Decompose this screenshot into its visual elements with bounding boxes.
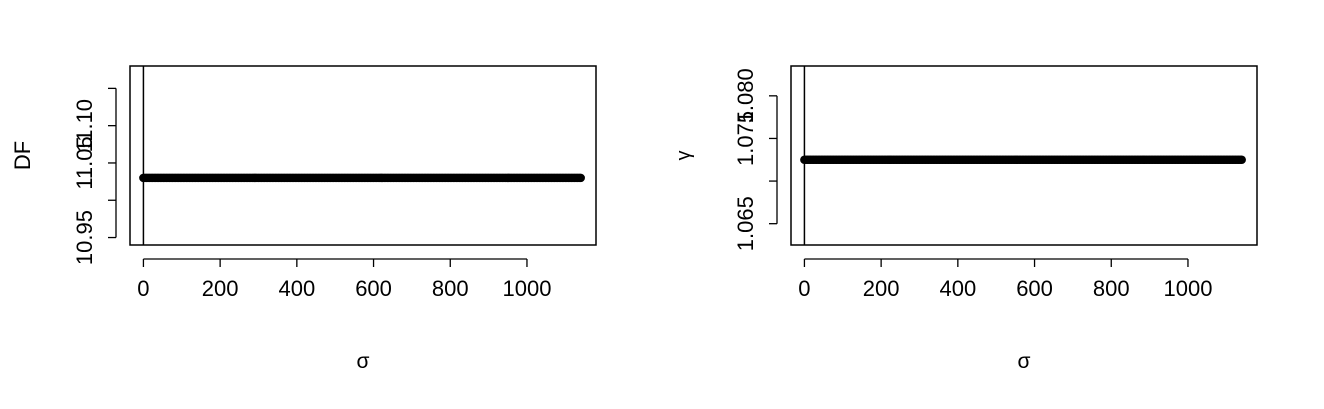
data-series-1 — [800, 155, 1246, 165]
y-axis-title: DF — [10, 141, 35, 170]
y-axis-title: γ — [673, 151, 695, 161]
y-tick-label: 1.075 — [733, 111, 758, 166]
data-series-1 — [139, 173, 585, 183]
plot-box — [129, 65, 597, 246]
x-tick-label: 0 — [137, 276, 149, 301]
x-tick-label: 1000 — [1163, 276, 1212, 301]
y-tick-label: 1.080 — [733, 68, 758, 123]
x-tick-label: 0 — [798, 276, 810, 301]
x-axis-title: σ — [1018, 350, 1031, 373]
x-tick-label: 200 — [863, 276, 900, 301]
x-tick-label: 600 — [355, 276, 392, 301]
x-tick-label: 1000 — [502, 276, 551, 301]
y-tick-label: 1.065 — [733, 196, 758, 251]
plot-box — [790, 65, 1258, 246]
x-axis-title: σ — [357, 350, 370, 373]
x-tick-label: 800 — [432, 276, 469, 301]
x-tick-label: 200 — [202, 276, 239, 301]
y-tick-label: 11.10 — [72, 99, 97, 152]
x-tick-label: 400 — [278, 276, 315, 301]
data-point — [576, 173, 585, 183]
y-tick-label: 11.05 — [72, 136, 97, 189]
y-tick-label: 10.95 — [72, 210, 97, 265]
x-tick-label: 800 — [1093, 276, 1130, 301]
data-point — [1237, 155, 1246, 165]
x-tick-label: 400 — [939, 276, 976, 301]
x-tick-label: 600 — [1016, 276, 1053, 301]
